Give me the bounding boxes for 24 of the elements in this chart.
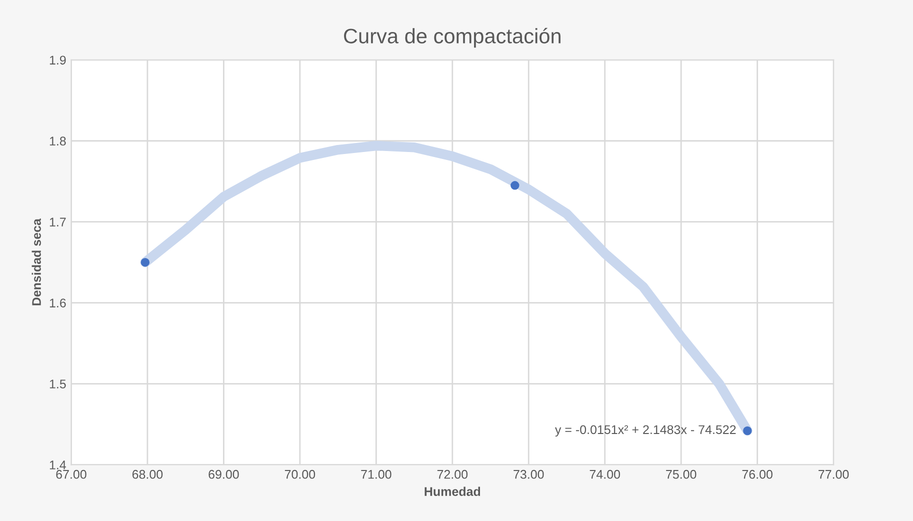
y-tick-label: 1.9 — [50, 56, 66, 65]
y-tick-label: 1.4 — [50, 460, 66, 470]
y-tick-label: 1.8 — [50, 136, 66, 146]
x-tick-label: 67.00 — [56, 470, 86, 479]
y-axis-title: Densidad seca — [32, 218, 41, 306]
x-tick-label: 73.00 — [514, 470, 544, 479]
x-tick-label: 69.00 — [208, 470, 239, 479]
x-tick-label: 72.00 — [437, 470, 468, 479]
chart-title: Curva de compactación — [344, 28, 560, 48]
point — [510, 181, 520, 190]
y-tick-label: 1.6 — [50, 298, 66, 308]
x-tick-label: 71.00 — [361, 470, 392, 479]
point — [743, 426, 752, 436]
x-tick-label: 75.00 — [666, 470, 696, 479]
x-axis-title: Humedad — [424, 486, 480, 496]
y-tick-label: 1.7 — [50, 218, 66, 226]
point — [140, 258, 150, 267]
x-tick-label: 74.00 — [590, 470, 620, 479]
x-tick-label: 77.00 — [818, 470, 849, 479]
y-tick-label: 1.5 — [50, 380, 66, 388]
annotation: y = -0.0151x² + 2.1483x - 74.522 — [554, 425, 736, 437]
x-tick-label: 70.00 — [284, 470, 316, 479]
x-tick-label: 76.00 — [742, 470, 772, 479]
x-tick-label: 68.00 — [132, 470, 163, 479]
